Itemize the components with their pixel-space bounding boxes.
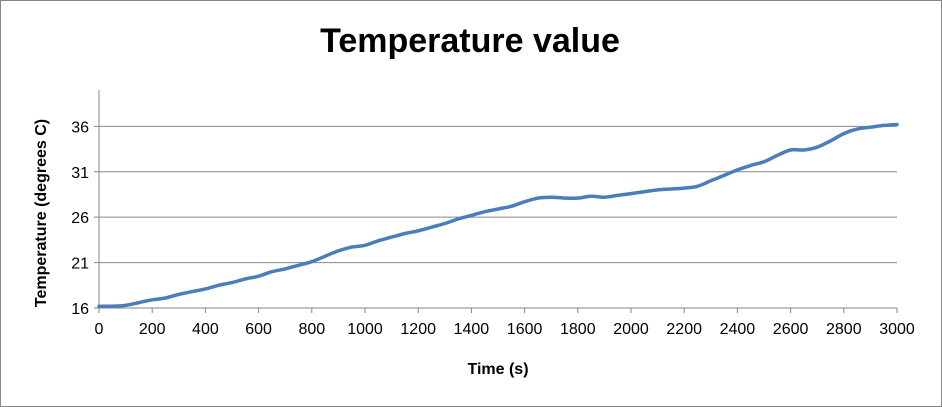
y-tick-label: 31 — [71, 165, 89, 182]
axes — [94, 90, 898, 313]
y-axis-title: Temperature (degrees C) — [33, 119, 50, 307]
x-tick-labels: 0 200 400 600 800 1000 1200 1400 1600 1800 2000 220… — [95, 321, 915, 338]
x-tick-label: 1600 — [507, 321, 543, 338]
series-group — [97, 122, 899, 308]
y-tick-label: 16 — [71, 301, 89, 318]
x-tick-label: 1400 — [454, 321, 490, 338]
x-tick-label: 3000 — [879, 321, 915, 338]
x-tick-label: 0 — [95, 321, 104, 338]
x-tick-label: 1200 — [400, 321, 436, 338]
x-tick-label: 2000 — [613, 321, 649, 338]
chart-title: Temperature value — [320, 22, 620, 60]
x-tick-label: 400 — [192, 321, 219, 338]
y-tick-label: 36 — [71, 119, 89, 136]
x-tick-label: 2400 — [720, 321, 756, 338]
x-tick-label: 2200 — [666, 321, 702, 338]
x-axis-title: Time (s) — [467, 361, 528, 378]
y-tick-labels: 16 21 26 31 36 — [71, 119, 89, 318]
y-tick-label: 26 — [71, 210, 89, 227]
x-tick-label: 800 — [298, 321, 325, 338]
x-tick-label: 2600 — [773, 321, 809, 338]
x-tick-label: 1800 — [560, 321, 596, 338]
x-tick-label: 600 — [245, 321, 272, 338]
x-tick-label: 200 — [139, 321, 166, 338]
series-line — [97, 122, 899, 308]
y-tick-label: 21 — [71, 256, 89, 273]
x-tick-label: 2800 — [826, 321, 862, 338]
x-tick-label: 1000 — [347, 321, 383, 338]
gridlines — [99, 125, 897, 264]
